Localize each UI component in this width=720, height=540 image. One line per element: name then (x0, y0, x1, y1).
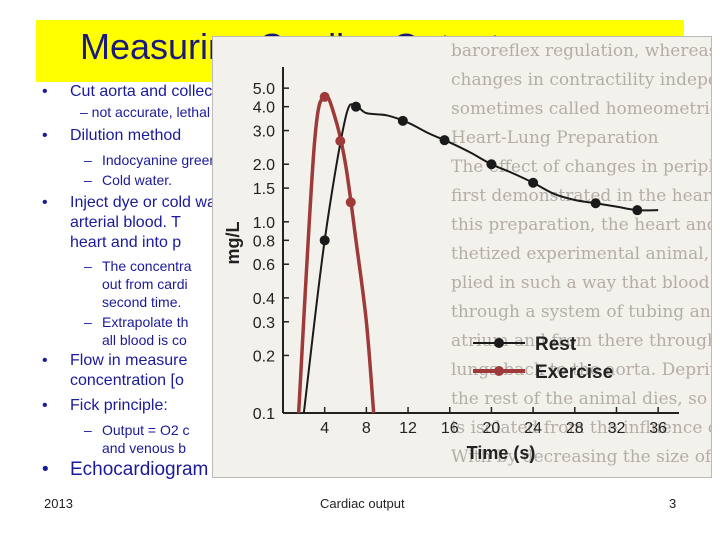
legend-rest-marker (494, 338, 504, 348)
figure-text-line: atrium and from there through the lungs … (451, 331, 712, 351)
rest-data-point (397, 115, 408, 126)
rest-data-point (486, 159, 497, 170)
sub-bullet-4: The concentra (84, 258, 191, 274)
footer-year: 2013 (44, 496, 73, 511)
legend-exercise-marker (494, 366, 504, 376)
legend-rest-label: Rest (535, 334, 577, 355)
sub-bullet-4-line-3: second time. (102, 294, 182, 310)
bullet-4-line-2: concentration [o (70, 372, 184, 389)
x-tick-label: 24 (524, 420, 542, 437)
figure-text-line: Heart-Lung Preparation (451, 128, 659, 148)
figure-text-line: through a system of tubing and a reservo… (451, 302, 711, 322)
x-axis-title: Time (s) (467, 443, 536, 463)
bullet-5: Fick principle: (42, 397, 168, 415)
figure-text-line: lungs back to the aorta. Deprived of its… (451, 360, 711, 380)
sub-bullet-6: Output = O2 c (84, 422, 189, 438)
figure-overlay: baroreflex regulation, whereas regulatio… (212, 36, 712, 478)
x-tick-label: 20 (483, 420, 501, 437)
figure-text-line: changes in contractility independent of … (451, 70, 711, 90)
x-tick-label: 36 (649, 420, 667, 437)
y-tick-label: 3.0 (253, 124, 275, 141)
exercise-data-point (345, 197, 356, 208)
exercise-data-point (335, 135, 346, 146)
y-tick-label: 1.0 (253, 215, 275, 232)
sub-bullet-6-line-2: and venous b (102, 440, 187, 456)
sub-bullet-1: – not accurate, lethal (80, 104, 210, 120)
x-tick-label: 4 (320, 420, 329, 437)
dilution-curve-chart: 0.1 0.2 0.3 0.4 0.6 0.81.0 1.5 2.0 3.0 4.0 5.0 4 8 12… (223, 67, 679, 463)
rest-data-point (528, 177, 539, 188)
sub-bullet-5: Extrapolate th (84, 314, 188, 330)
x-tick-label: 8 (362, 420, 371, 437)
figure-background-text: baroreflex regulation, whereas regulatio… (213, 37, 711, 472)
sub-bullet-3: Cold water. (84, 172, 172, 188)
y-tick-label: 2.0 (253, 157, 275, 174)
footer-topic: Cardiac output (320, 496, 405, 511)
figure-text-line: thetized experimental animal, including … (451, 244, 711, 264)
y-tick-label: 0.3 (253, 315, 275, 332)
y-tick-label: 0.4 (253, 291, 275, 308)
bullet-6: Echocardiogram (42, 459, 208, 481)
figure-text-line: first demonstrated in the heart-lung pre… (451, 186, 711, 206)
rest-data-point (590, 198, 601, 209)
x-tick-label: 28 (566, 420, 584, 437)
footer-page-number: 3 (669, 496, 677, 511)
figure-text-line: the rest of the animal dies, so that the… (451, 389, 711, 409)
y-tick-label: 0.6 (253, 257, 275, 274)
bullet-2: Dilution method (42, 127, 181, 145)
bullet-3-line-2: arterial blood. T (70, 214, 181, 231)
bullet-4: Flow in measure (42, 352, 187, 370)
figure-text-line: baroreflex regulation, whereas regulatio… (451, 41, 712, 61)
figure-text-line: is isolated from the influence of nerves… (451, 418, 711, 438)
figure-text-line: sometimes called homeometric regulation. (451, 99, 712, 119)
y-tick-label: 5.0 (253, 81, 275, 98)
y-tick-label: 0.1 (253, 406, 275, 423)
x-tick-label: 12 (399, 420, 417, 437)
bullet-3-line-3: heart and into p (70, 234, 182, 251)
rest-data-point (319, 235, 330, 246)
figure-text-line: this preparation, the heart and lungs of… (451, 215, 711, 235)
rest-data-point (632, 205, 643, 216)
exercise-data-point (319, 91, 330, 102)
figure-text-line: The effect of changes in peripheral resi… (451, 157, 711, 177)
rest-data-point (439, 135, 450, 146)
sub-bullet-4-line-2: out from cardi (102, 276, 188, 292)
y-tick-label: 1.5 (253, 181, 275, 198)
x-tick-label: 16 (441, 420, 459, 437)
sub-bullet-2: Indocyanine green dye (84, 152, 244, 168)
y-tick-label: 0.2 (253, 348, 275, 365)
y-tick-label: 4.0 (253, 100, 275, 117)
y-tick-label: 0.8 (253, 233, 275, 250)
figure-text-line: With by decreasing the size of the outfl… (451, 447, 712, 467)
sub-bullet-5-line-2: all blood is co (102, 332, 187, 348)
exercise-series-line (296, 94, 376, 414)
y-axis-title: mg/L (223, 221, 243, 264)
figure-text-line: plied in such a way that blood flows fro… (451, 273, 711, 293)
rest-data-point (350, 101, 361, 112)
x-tick-label: 32 (608, 420, 626, 437)
legend-exercise-label: Exercise (535, 362, 613, 383)
